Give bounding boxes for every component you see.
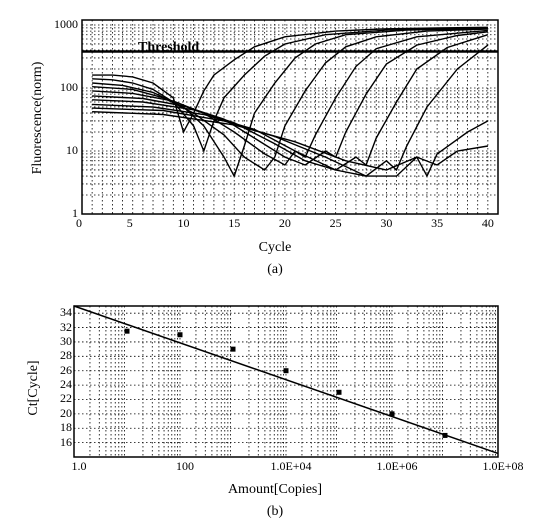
chart-b-ytick: 18 <box>60 420 72 435</box>
chart-b-xtick: 1.0 <box>54 459 104 474</box>
chart-b-xtick: 100 <box>160 459 210 474</box>
chart-a-xtick: 20 <box>279 216 291 231</box>
chart-a-xtick: 5 <box>127 216 133 231</box>
subplot-label-b: (b) <box>44 504 506 520</box>
threshold-label: Threshold <box>138 40 199 56</box>
chart-b-ylabel: Ct[Cycle] <box>26 338 42 438</box>
chart-a-ytick: 1000 <box>54 17 78 32</box>
chart-a-ytick: 100 <box>60 80 78 95</box>
chart-a-ytick: 10 <box>66 143 78 158</box>
chart-b-ytick: 16 <box>60 435 72 450</box>
chart-b-ytick: 28 <box>60 348 72 363</box>
chart-b-xtick: 1.0E+06 <box>372 459 422 474</box>
chart-a-xtick: 30 <box>380 216 392 231</box>
chart-a-xlabel: Cycle <box>44 240 506 256</box>
chart-b-xtick: 1.0E+08 <box>478 459 528 474</box>
chart-a-svg <box>44 12 506 232</box>
chart-a-ytick: 1 <box>72 206 78 221</box>
standard-curve-chart <box>44 300 506 475</box>
chart-b-ytick: 32 <box>60 320 72 335</box>
chart-a-xtick: 35 <box>431 216 443 231</box>
chart-b-ytick: 22 <box>60 391 72 406</box>
chart-b-svg <box>44 300 506 475</box>
chart-b-xtick: 1.0E+04 <box>266 459 316 474</box>
chart-a-xtick: 15 <box>228 216 240 231</box>
amplification-chart <box>44 12 506 232</box>
chart-b-ytick: 20 <box>60 406 72 421</box>
chart-b-ytick: 24 <box>60 377 72 392</box>
subplot-label-a: (a) <box>44 262 506 278</box>
chart-b-ytick: 26 <box>60 363 72 378</box>
chart-a-xtick: 10 <box>177 216 189 231</box>
chart-b-ytick: 34 <box>60 305 72 320</box>
chart-b-ytick: 30 <box>60 334 72 349</box>
chart-a-ylabel: Fluorescence(norm) <box>30 48 46 188</box>
chart-b-xlabel: Amount[Copies] <box>44 482 506 498</box>
chart-a-xtick: 25 <box>330 216 342 231</box>
chart-a-xtick: 40 <box>482 216 494 231</box>
